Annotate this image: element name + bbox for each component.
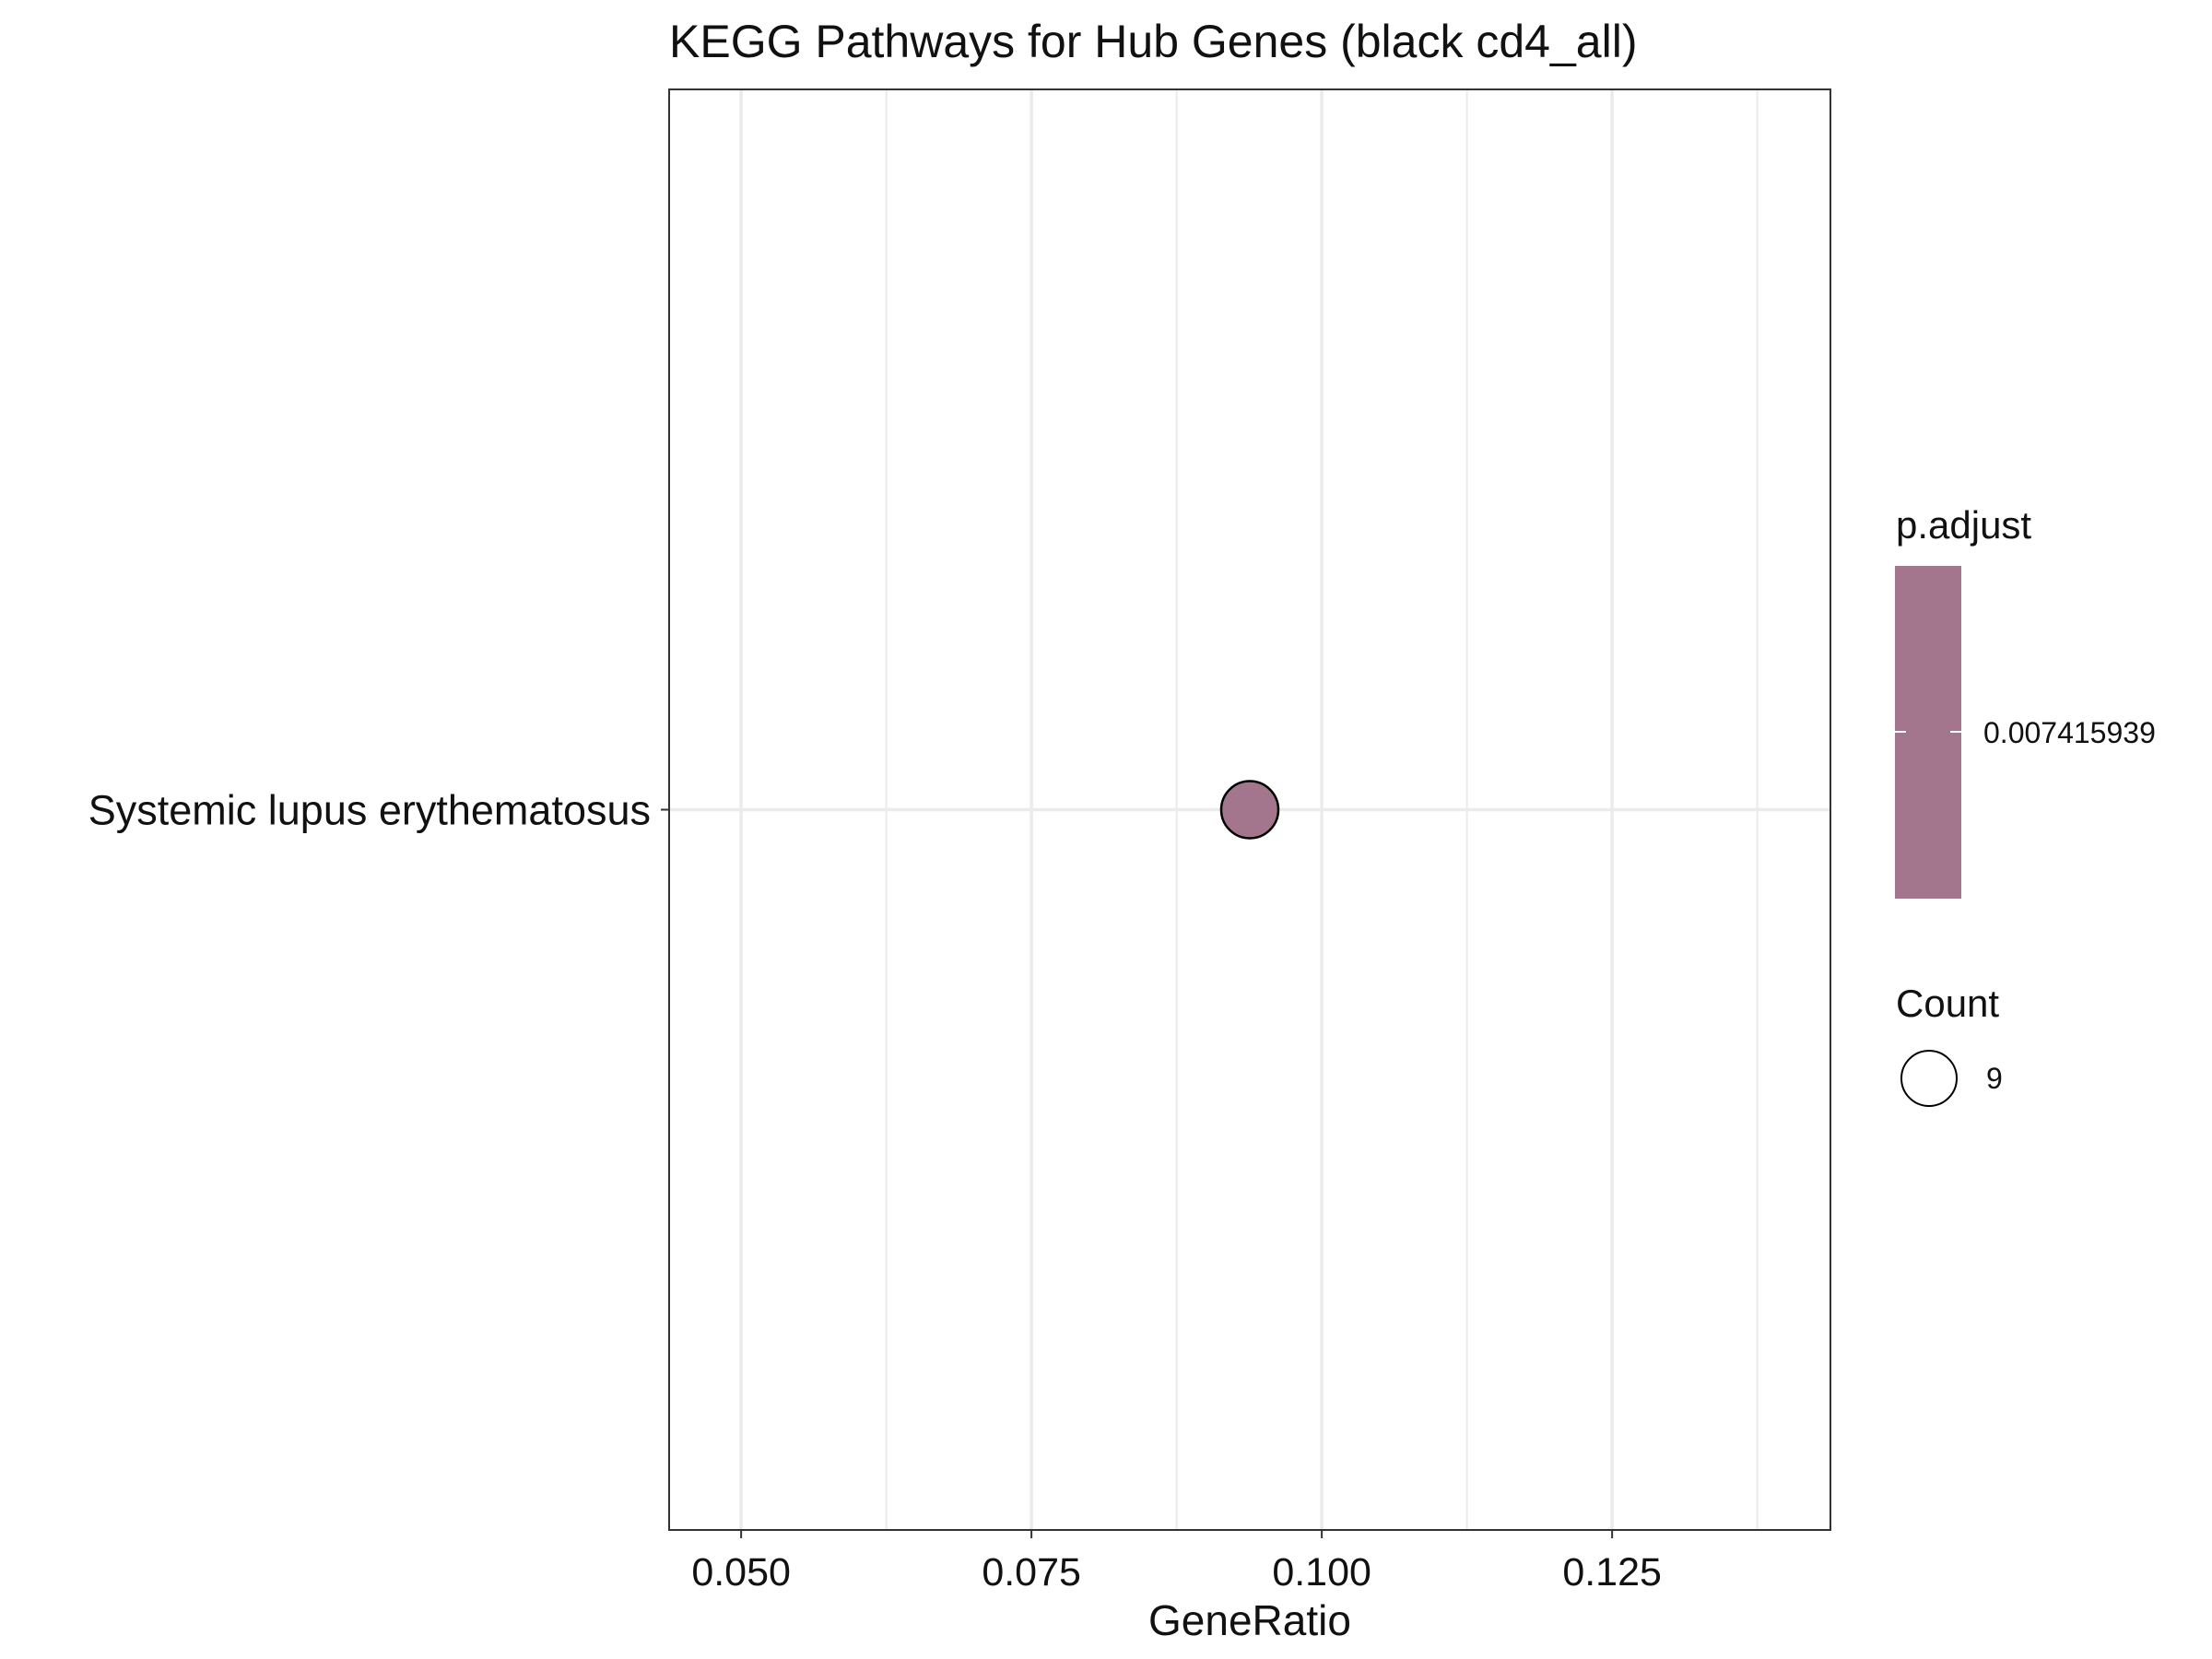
axes: 0.050 0.075 0.100 0.125 Systemic lupus eryth… [88,787,1662,1595]
plot-marks [1219,780,1280,840]
x-tick-label: 0.050 [691,1550,791,1594]
legend-color-title: p.adjust [1896,503,2031,547]
legend-count: Count 9 [1896,982,2003,1107]
data-point [1219,780,1280,840]
chart-title: KEGG Pathways for Hub Genes (black cd4_a… [669,16,1637,67]
legend-size-title: Count [1896,982,1999,1025]
legend-size-label: 9 [1986,1062,2003,1095]
x-tick-label: 0.125 [1562,1550,1662,1594]
x-tick-label: 0.100 [1272,1550,1371,1594]
x-tick-label: 0.075 [982,1550,1081,1594]
y-tick-label: Systemic lupus erythematosus [88,787,651,834]
legend-colorbar-label: 0.007415939 [1983,716,2156,749]
legend-size-key [1900,1050,1958,1107]
legend-p-adjust: p.adjust 0.007415939 [1895,503,2156,899]
x-axis-title: GeneRatio [1148,1596,1351,1644]
